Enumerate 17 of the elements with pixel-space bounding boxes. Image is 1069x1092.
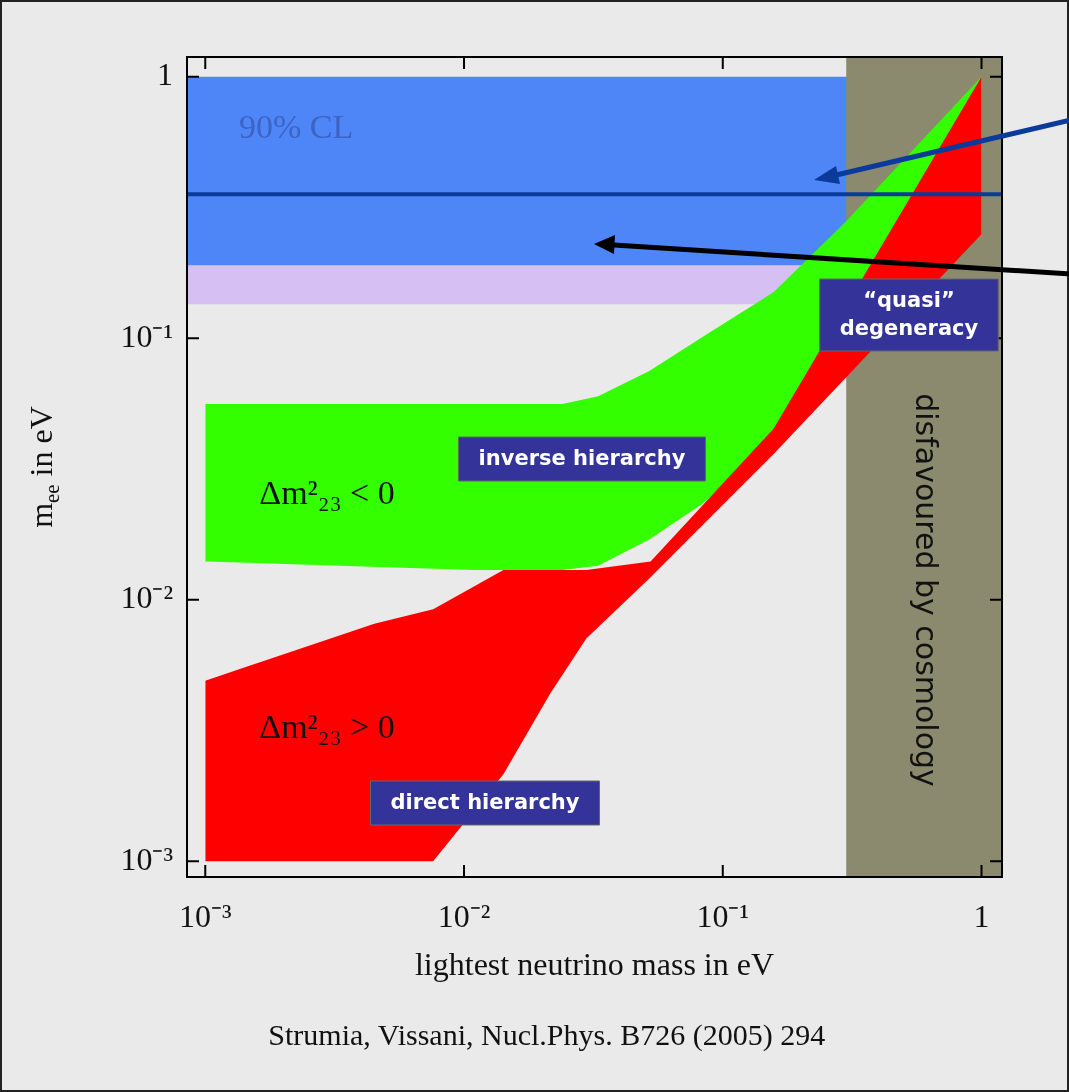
y-tick-label: 10⁻³: [120, 840, 173, 877]
x-tick-label: 10⁻³: [178, 897, 232, 934]
annotation: Δm²₂₃ < 0: [259, 473, 395, 511]
annotation: Δm²₂₃ > 0: [259, 707, 395, 745]
annotation: “quasi” degeneracy: [839, 288, 979, 341]
y-tick-label: 10⁻²: [120, 579, 173, 616]
annotation: inverse hierarchy: [478, 446, 686, 471]
y-tick-label: 10⁻¹: [120, 317, 173, 354]
y-axis-title: mee in eV: [23, 406, 64, 528]
x-tick-label: 1: [973, 897, 990, 934]
x-tick-label: 10⁻²: [437, 897, 491, 934]
band-label: disfavoured by cosmology: [909, 393, 945, 787]
x-tick-label: 10⁻¹: [696, 897, 750, 934]
annotation: direct hierarchy: [390, 790, 580, 815]
y-tick-label: 1: [157, 56, 173, 93]
x-axis-title: lightest neutrino mass in eV: [414, 946, 775, 983]
text: Strumia, Vissani, Nucl.Phys. B726 (2005) 294: [268, 1017, 826, 1052]
